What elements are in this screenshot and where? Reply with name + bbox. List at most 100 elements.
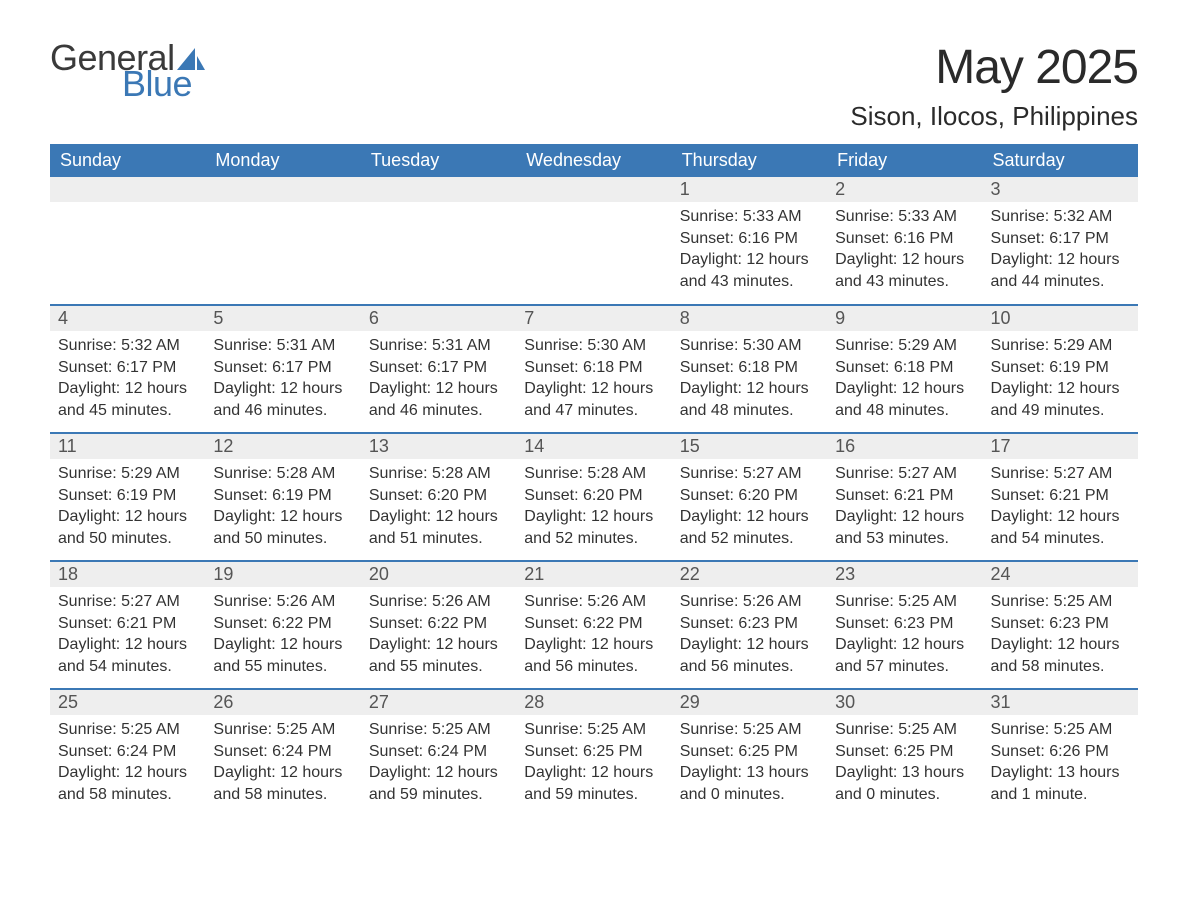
sunset-text: Sunset: 6:16 PM — [835, 228, 974, 250]
daylight-text: Daylight: 13 hours and 0 minutes. — [835, 762, 974, 805]
sunrise-text: Sunrise: 5:27 AM — [991, 463, 1130, 485]
day-number — [50, 177, 205, 202]
calendar-day-cell: 20Sunrise: 5:26 AMSunset: 6:22 PMDayligh… — [361, 561, 516, 689]
title-block: May 2025 Sison, Ilocos, Philippines — [850, 40, 1138, 132]
day-data: Sunrise: 5:33 AMSunset: 6:16 PMDaylight:… — [672, 202, 827, 296]
weekday-header: Wednesday — [516, 144, 671, 177]
sunset-text: Sunset: 6:24 PM — [213, 741, 352, 763]
logo: General Blue — [50, 40, 205, 102]
calendar-day-cell — [361, 177, 516, 305]
calendar-day-cell: 31Sunrise: 5:25 AMSunset: 6:26 PMDayligh… — [983, 689, 1138, 817]
daylight-text: Daylight: 12 hours and 46 minutes. — [369, 378, 508, 421]
daylight-text: Daylight: 12 hours and 58 minutes. — [991, 634, 1130, 677]
day-data: Sunrise: 5:28 AMSunset: 6:20 PMDaylight:… — [361, 459, 516, 553]
day-number: 25 — [50, 690, 205, 715]
calendar-day-cell: 3Sunrise: 5:32 AMSunset: 6:17 PMDaylight… — [983, 177, 1138, 305]
day-number: 26 — [205, 690, 360, 715]
sunset-text: Sunset: 6:21 PM — [835, 485, 974, 507]
day-data: Sunrise: 5:32 AMSunset: 6:17 PMDaylight:… — [50, 331, 205, 425]
sunset-text: Sunset: 6:25 PM — [524, 741, 663, 763]
calendar-day-cell: 18Sunrise: 5:27 AMSunset: 6:21 PMDayligh… — [50, 561, 205, 689]
day-number: 19 — [205, 562, 360, 587]
daylight-text: Daylight: 12 hours and 50 minutes. — [213, 506, 352, 549]
calendar-day-cell: 14Sunrise: 5:28 AMSunset: 6:20 PMDayligh… — [516, 433, 671, 561]
day-number: 31 — [983, 690, 1138, 715]
daylight-text: Daylight: 12 hours and 56 minutes. — [524, 634, 663, 677]
calendar-day-cell: 30Sunrise: 5:25 AMSunset: 6:25 PMDayligh… — [827, 689, 982, 817]
sunrise-text: Sunrise: 5:26 AM — [213, 591, 352, 613]
sunrise-text: Sunrise: 5:25 AM — [680, 719, 819, 741]
calendar-day-cell: 5Sunrise: 5:31 AMSunset: 6:17 PMDaylight… — [205, 305, 360, 433]
daylight-text: Daylight: 12 hours and 52 minutes. — [524, 506, 663, 549]
calendar-day-cell: 1Sunrise: 5:33 AMSunset: 6:16 PMDaylight… — [672, 177, 827, 305]
day-data: Sunrise: 5:31 AMSunset: 6:17 PMDaylight:… — [361, 331, 516, 425]
daylight-text: Daylight: 12 hours and 48 minutes. — [680, 378, 819, 421]
sunrise-text: Sunrise: 5:25 AM — [991, 719, 1130, 741]
sunrise-text: Sunrise: 5:25 AM — [58, 719, 197, 741]
calendar-week-row: 11Sunrise: 5:29 AMSunset: 6:19 PMDayligh… — [50, 433, 1138, 561]
calendar-day-cell: 9Sunrise: 5:29 AMSunset: 6:18 PMDaylight… — [827, 305, 982, 433]
calendar-day-cell — [50, 177, 205, 305]
sunrise-text: Sunrise: 5:30 AM — [524, 335, 663, 357]
day-data: Sunrise: 5:29 AMSunset: 6:19 PMDaylight:… — [983, 331, 1138, 425]
daylight-text: Daylight: 12 hours and 59 minutes. — [369, 762, 508, 805]
sunset-text: Sunset: 6:20 PM — [369, 485, 508, 507]
sunset-text: Sunset: 6:25 PM — [835, 741, 974, 763]
sunrise-text: Sunrise: 5:26 AM — [680, 591, 819, 613]
daylight-text: Daylight: 12 hours and 43 minutes. — [835, 249, 974, 292]
sunset-text: Sunset: 6:19 PM — [213, 485, 352, 507]
sunrise-text: Sunrise: 5:31 AM — [369, 335, 508, 357]
day-data: Sunrise: 5:28 AMSunset: 6:19 PMDaylight:… — [205, 459, 360, 553]
sunset-text: Sunset: 6:20 PM — [524, 485, 663, 507]
calendar-day-cell: 6Sunrise: 5:31 AMSunset: 6:17 PMDaylight… — [361, 305, 516, 433]
day-number: 22 — [672, 562, 827, 587]
day-data: Sunrise: 5:25 AMSunset: 6:26 PMDaylight:… — [983, 715, 1138, 809]
sunrise-text: Sunrise: 5:27 AM — [835, 463, 974, 485]
calendar-day-cell: 8Sunrise: 5:30 AMSunset: 6:18 PMDaylight… — [672, 305, 827, 433]
day-number: 14 — [516, 434, 671, 459]
sunset-text: Sunset: 6:17 PM — [991, 228, 1130, 250]
day-number: 7 — [516, 306, 671, 331]
sunset-text: Sunset: 6:23 PM — [835, 613, 974, 635]
sunrise-text: Sunrise: 5:25 AM — [991, 591, 1130, 613]
daylight-text: Daylight: 12 hours and 52 minutes. — [680, 506, 819, 549]
sunset-text: Sunset: 6:26 PM — [991, 741, 1130, 763]
calendar-day-cell: 16Sunrise: 5:27 AMSunset: 6:21 PMDayligh… — [827, 433, 982, 561]
calendar-day-cell: 15Sunrise: 5:27 AMSunset: 6:20 PMDayligh… — [672, 433, 827, 561]
day-number: 11 — [50, 434, 205, 459]
sunset-text: Sunset: 6:22 PM — [524, 613, 663, 635]
sunrise-text: Sunrise: 5:27 AM — [58, 591, 197, 613]
day-data: Sunrise: 5:30 AMSunset: 6:18 PMDaylight:… — [672, 331, 827, 425]
calendar-day-cell: 11Sunrise: 5:29 AMSunset: 6:19 PMDayligh… — [50, 433, 205, 561]
day-number: 1 — [672, 177, 827, 202]
day-number: 6 — [361, 306, 516, 331]
sunrise-text: Sunrise: 5:25 AM — [835, 719, 974, 741]
sunset-text: Sunset: 6:18 PM — [524, 357, 663, 379]
sunrise-text: Sunrise: 5:28 AM — [369, 463, 508, 485]
daylight-text: Daylight: 12 hours and 59 minutes. — [524, 762, 663, 805]
day-number: 2 — [827, 177, 982, 202]
sunrise-text: Sunrise: 5:25 AM — [369, 719, 508, 741]
day-data: Sunrise: 5:25 AMSunset: 6:24 PMDaylight:… — [205, 715, 360, 809]
daylight-text: Daylight: 12 hours and 55 minutes. — [369, 634, 508, 677]
sunset-text: Sunset: 6:17 PM — [58, 357, 197, 379]
day-number: 8 — [672, 306, 827, 331]
sunrise-text: Sunrise: 5:27 AM — [680, 463, 819, 485]
day-number: 9 — [827, 306, 982, 331]
calendar-day-cell: 12Sunrise: 5:28 AMSunset: 6:19 PMDayligh… — [205, 433, 360, 561]
sunrise-text: Sunrise: 5:29 AM — [58, 463, 197, 485]
day-number — [516, 177, 671, 202]
day-data: Sunrise: 5:26 AMSunset: 6:22 PMDaylight:… — [516, 587, 671, 681]
day-number: 12 — [205, 434, 360, 459]
weekday-header: Thursday — [672, 144, 827, 177]
sunset-text: Sunset: 6:18 PM — [835, 357, 974, 379]
day-data: Sunrise: 5:25 AMSunset: 6:25 PMDaylight:… — [516, 715, 671, 809]
weekday-header: Friday — [827, 144, 982, 177]
day-data: Sunrise: 5:25 AMSunset: 6:24 PMDaylight:… — [361, 715, 516, 809]
day-data: Sunrise: 5:27 AMSunset: 6:20 PMDaylight:… — [672, 459, 827, 553]
sunset-text: Sunset: 6:21 PM — [58, 613, 197, 635]
calendar-day-cell: 28Sunrise: 5:25 AMSunset: 6:25 PMDayligh… — [516, 689, 671, 817]
day-data: Sunrise: 5:31 AMSunset: 6:17 PMDaylight:… — [205, 331, 360, 425]
daylight-text: Daylight: 12 hours and 54 minutes. — [58, 634, 197, 677]
calendar-day-cell: 21Sunrise: 5:26 AMSunset: 6:22 PMDayligh… — [516, 561, 671, 689]
